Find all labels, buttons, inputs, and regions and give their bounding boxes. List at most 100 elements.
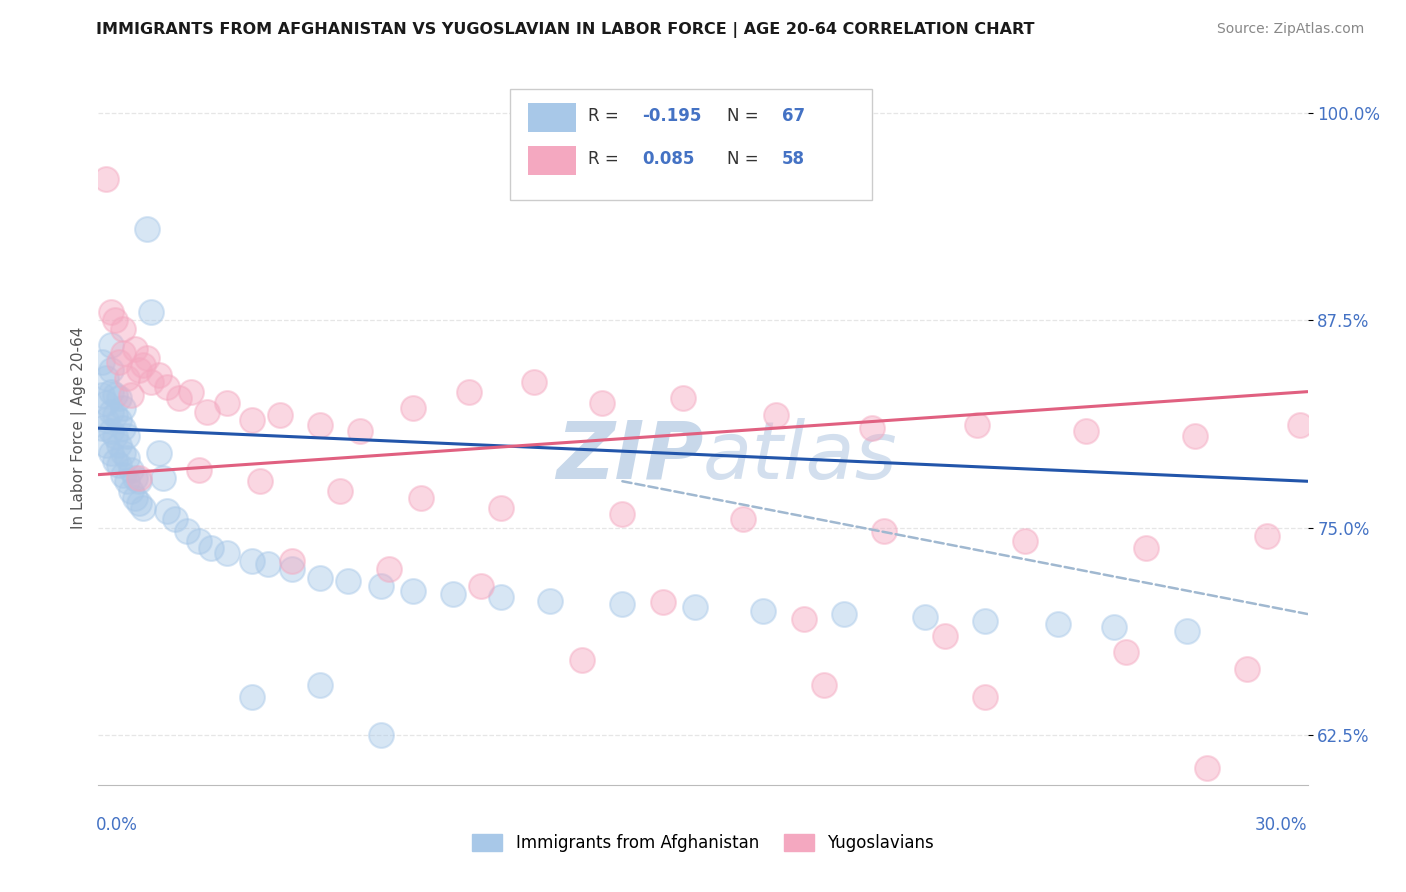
Point — [115, 450, 138, 465]
Point — [111, 346, 134, 360]
Point — [148, 368, 170, 382]
Point — [107, 413, 129, 427]
Point — [491, 500, 513, 515]
Point — [269, 408, 291, 422]
Point — [156, 379, 179, 393]
Point — [765, 408, 787, 422]
Point — [240, 690, 263, 704]
Point — [402, 583, 425, 598]
Point — [100, 384, 122, 399]
Point — [491, 591, 513, 605]
Point — [402, 401, 425, 416]
Point — [1288, 417, 1310, 432]
Point — [240, 554, 263, 568]
Point — [103, 454, 125, 468]
Point — [752, 604, 775, 618]
Point — [180, 384, 202, 399]
Point — [111, 401, 134, 416]
Point — [612, 508, 634, 522]
Point — [1014, 534, 1036, 549]
Point — [107, 458, 129, 472]
Point — [195, 404, 218, 418]
Point — [128, 496, 150, 510]
Text: IMMIGRANTS FROM AFGHANISTAN VS YUGOSLAVIAN IN LABOR FORCE | AGE 20-64 CORRELATIO: IMMIGRANTS FROM AFGHANISTAN VS YUGOSLAVI… — [96, 22, 1033, 38]
Point — [523, 375, 546, 389]
Point — [156, 504, 179, 518]
Point — [176, 524, 198, 538]
Point — [309, 678, 332, 692]
Point — [103, 408, 125, 422]
Point — [100, 363, 122, 377]
Point — [135, 222, 157, 236]
Point — [115, 371, 138, 385]
Point — [200, 541, 222, 555]
Legend: Immigrants from Afghanistan, Yugoslavians: Immigrants from Afghanistan, Yugoslavian… — [465, 827, 941, 859]
Point — [128, 471, 150, 485]
Point — [107, 392, 129, 406]
Point — [115, 429, 138, 443]
Text: atlas: atlas — [703, 417, 898, 496]
Point — [249, 475, 271, 489]
Text: 67: 67 — [782, 107, 804, 125]
Point — [91, 355, 114, 369]
Point — [1046, 617, 1069, 632]
Point — [100, 425, 122, 439]
Point — [167, 392, 190, 406]
Point — [217, 396, 239, 410]
FancyBboxPatch shape — [527, 146, 576, 175]
Point — [132, 500, 155, 515]
Point — [120, 463, 142, 477]
Point — [1115, 645, 1137, 659]
Point — [377, 562, 399, 576]
Point — [96, 172, 118, 186]
Point — [309, 570, 332, 584]
Point — [974, 614, 997, 628]
Point — [120, 388, 142, 402]
Point — [111, 321, 134, 335]
Point — [832, 607, 855, 621]
Point — [1236, 662, 1258, 676]
Point — [612, 597, 634, 611]
Text: 0.085: 0.085 — [643, 150, 695, 168]
Point — [152, 471, 174, 485]
Point — [124, 342, 146, 356]
Point — [974, 690, 997, 704]
Point — [256, 558, 278, 572]
Point — [672, 392, 695, 406]
Point — [124, 491, 146, 505]
Text: R =: R = — [588, 150, 624, 168]
Point — [188, 463, 211, 477]
Point — [100, 338, 122, 352]
Point — [100, 446, 122, 460]
Point — [1102, 620, 1125, 634]
Point — [873, 524, 896, 538]
Point — [458, 384, 481, 399]
Point — [441, 587, 464, 601]
Point — [793, 612, 815, 626]
Point — [124, 471, 146, 485]
Point — [163, 512, 186, 526]
Point — [135, 351, 157, 366]
Point — [349, 425, 371, 439]
Point — [470, 579, 492, 593]
Point — [591, 396, 613, 410]
Text: 30.0%: 30.0% — [1256, 816, 1308, 834]
Point — [96, 371, 118, 385]
Point — [571, 653, 593, 667]
Point — [107, 438, 129, 452]
Text: N =: N = — [727, 150, 763, 168]
Point — [96, 396, 118, 410]
Point — [139, 375, 162, 389]
Point — [217, 546, 239, 560]
Point — [683, 600, 706, 615]
Point — [1184, 429, 1206, 443]
Point — [370, 728, 392, 742]
Point — [103, 313, 125, 327]
Point — [1175, 624, 1198, 638]
Point — [132, 358, 155, 372]
Point — [329, 484, 352, 499]
Point — [128, 363, 150, 377]
Text: -0.195: -0.195 — [643, 107, 702, 125]
Point — [91, 421, 114, 435]
Point — [538, 593, 561, 607]
